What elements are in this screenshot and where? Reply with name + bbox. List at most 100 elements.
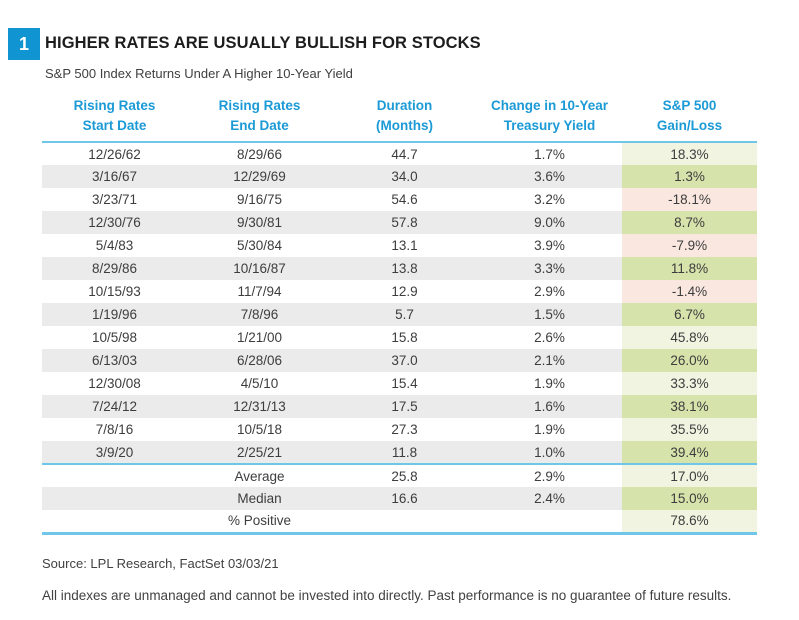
sp500-gain-loss-cell: 33.3% — [622, 372, 757, 396]
summary-row: % Positive 78.6% — [42, 510, 757, 534]
yield-change-cell: 3.9% — [534, 238, 565, 254]
summary-duration-cell — [332, 510, 477, 533]
summary-yield-cell: 2.4% — [477, 487, 622, 511]
end-date-cell: 10/16/87 — [187, 257, 332, 281]
duration-cell: 15.4 — [391, 376, 418, 392]
table-body: 12/26/62 8/29/66 44.7 1.7% 18.3% 3/16/67 12/29… — [42, 142, 757, 534]
duration-cell: 17.5 — [332, 395, 477, 419]
duration-cell: 13.8 — [332, 257, 477, 281]
summary-label-cell: Median — [187, 487, 332, 511]
end-date-cell: 6/28/06 — [187, 349, 332, 373]
table-row: 3/23/71 9/16/75 54.6 3.2% -18.1% — [42, 188, 757, 212]
table-row: 12/30/08 4/5/10 15.4 1.9% 33.3% — [42, 372, 757, 396]
start-date-cell: 10/5/98 — [91, 330, 138, 346]
duration-cell: 54.6 — [391, 192, 418, 208]
sp500-gain-loss-cell: 35.5% — [622, 418, 757, 442]
col-header-duration: Duration (Months) — [332, 94, 477, 144]
duration-cell: 5.7 — [332, 303, 477, 327]
end-date-cell: 12/29/69 — [187, 165, 332, 189]
start-date-cell: 12/26/62 — [88, 146, 141, 162]
yield-change-cell: 9.0% — [477, 211, 622, 235]
sp500-gain-loss-cell: 1.3% — [622, 165, 757, 189]
start-date-cell: 7/8/16 — [95, 422, 134, 438]
sp500-gain-loss-cell: 18.3% — [622, 142, 757, 166]
table-row: 12/30/76 9/30/81 57.8 9.0% 8.7% — [42, 211, 757, 235]
col-header-end-date: Rising Rates End Date — [187, 94, 332, 144]
summary-empty-cell — [42, 463, 187, 488]
duration-cell: 27.3 — [391, 422, 418, 438]
summary-label-cell: % Positive — [227, 513, 292, 529]
yield-change-cell: 1.0% — [477, 441, 622, 465]
returns-table-wrapper: Rising Rates Start Date Rising Rates End… — [42, 94, 757, 535]
end-date-cell: 4/5/10 — [240, 376, 279, 392]
summary-label-cell: Average — [187, 463, 332, 488]
duration-cell: 34.0 — [332, 165, 477, 189]
summary-row: Average 25.8 2.9% 17.0% — [42, 463, 757, 488]
sp500-gain-loss-cell: 11.8% — [622, 257, 757, 281]
start-date-cell: 3/16/67 — [42, 165, 187, 189]
table-row: 5/4/83 5/30/84 13.1 3.9% -7.9% — [42, 234, 757, 258]
col-header-yield-change: Change in 10-Year Treasury Yield — [477, 94, 622, 144]
table-row: 3/16/67 12/29/69 34.0 3.6% 1.3% — [42, 165, 757, 189]
sp500-gain-loss-cell: 8.7% — [622, 211, 757, 235]
start-date-cell: 12/30/76 — [42, 211, 187, 235]
duration-cell: 37.0 — [332, 349, 477, 373]
yield-change-cell: 1.7% — [534, 146, 565, 162]
col-header-start-date: Rising Rates Start Date — [42, 94, 187, 144]
yield-change-cell: 2.1% — [477, 349, 622, 373]
end-date-cell: 2/25/21 — [187, 441, 332, 465]
end-date-cell: 5/30/84 — [236, 238, 283, 254]
yield-change-cell: 3.2% — [534, 192, 565, 208]
start-date-cell: 10/15/93 — [88, 284, 141, 300]
table-row: 8/29/86 10/16/87 13.8 3.3% 11.8% — [42, 257, 757, 281]
col-header-sp500: S&P 500 Gain/Loss — [622, 94, 757, 144]
figure-title: HIGHER RATES ARE USUALLY BULLISH FOR STO… — [45, 34, 481, 52]
yield-change-cell: 3.3% — [477, 257, 622, 281]
table-row: 10/5/98 1/21/00 15.8 2.6% 45.8% — [42, 326, 757, 350]
returns-table: Rising Rates Start Date Rising Rates End… — [42, 94, 757, 535]
yield-change-cell: 2.6% — [534, 330, 565, 346]
end-date-cell: 7/8/96 — [187, 303, 332, 327]
summary-duration-cell: 16.6 — [332, 487, 477, 511]
summary-yield-cell: 2.9% — [477, 463, 622, 488]
summary-sp500-cell: 17.0% — [622, 463, 757, 488]
summary-empty-cell — [42, 487, 187, 511]
summary-duration-cell: 25.8 — [332, 463, 477, 488]
sp500-gain-loss-cell: 45.8% — [622, 326, 757, 350]
summary-empty-cell — [42, 510, 187, 533]
end-date-cell: 10/5/18 — [236, 422, 283, 438]
table-row: 12/26/62 8/29/66 44.7 1.7% 18.3% — [42, 142, 757, 166]
yield-change-cell: 1.9% — [534, 422, 565, 438]
table-row: 7/8/16 10/5/18 27.3 1.9% 35.5% — [42, 418, 757, 442]
summary-sp500-cell: 78.6% — [622, 510, 757, 534]
summary-row: Median 16.6 2.4% 15.0% — [42, 487, 757, 511]
start-date-cell: 8/29/86 — [42, 257, 187, 281]
source-note: Source: LPL Research, FactSet 03/03/21 — [42, 556, 279, 571]
sp500-gain-loss-cell: 26.0% — [622, 349, 757, 373]
sp500-gain-loss-cell: -7.9% — [622, 234, 757, 258]
figure-number-badge: 1 — [8, 28, 40, 60]
start-date-cell: 3/23/71 — [91, 192, 138, 208]
yield-change-cell: 2.9% — [534, 284, 565, 300]
duration-cell: 15.8 — [391, 330, 418, 346]
sp500-gain-loss-cell: 38.1% — [622, 395, 757, 419]
figure-subtitle: S&P 500 Index Returns Under A Higher 10-… — [45, 66, 353, 81]
duration-cell: 12.9 — [391, 284, 418, 300]
start-date-cell: 7/24/12 — [42, 395, 187, 419]
yield-change-cell: 1.9% — [534, 376, 565, 392]
start-date-cell: 1/19/96 — [42, 303, 187, 327]
start-date-cell: 5/4/83 — [95, 238, 134, 254]
start-date-cell: 3/9/20 — [42, 441, 187, 465]
sp500-gain-loss-cell: 39.4% — [622, 441, 757, 465]
start-date-cell: 12/30/08 — [88, 376, 141, 392]
table-row: 7/24/12 12/31/13 17.5 1.6% 38.1% — [42, 395, 757, 419]
start-date-cell: 6/13/03 — [42, 349, 187, 373]
yield-change-cell: 3.6% — [477, 165, 622, 189]
sp500-gain-loss-cell: -18.1% — [622, 188, 757, 212]
end-date-cell: 9/30/81 — [187, 211, 332, 235]
sp500-gain-loss-cell: -1.4% — [622, 280, 757, 304]
table-row: 1/19/96 7/8/96 5.7 1.5% 6.7% — [42, 303, 757, 327]
end-date-cell: 12/31/13 — [187, 395, 332, 419]
summary-yield-cell — [477, 510, 622, 533]
end-date-cell: 1/21/00 — [236, 330, 283, 346]
